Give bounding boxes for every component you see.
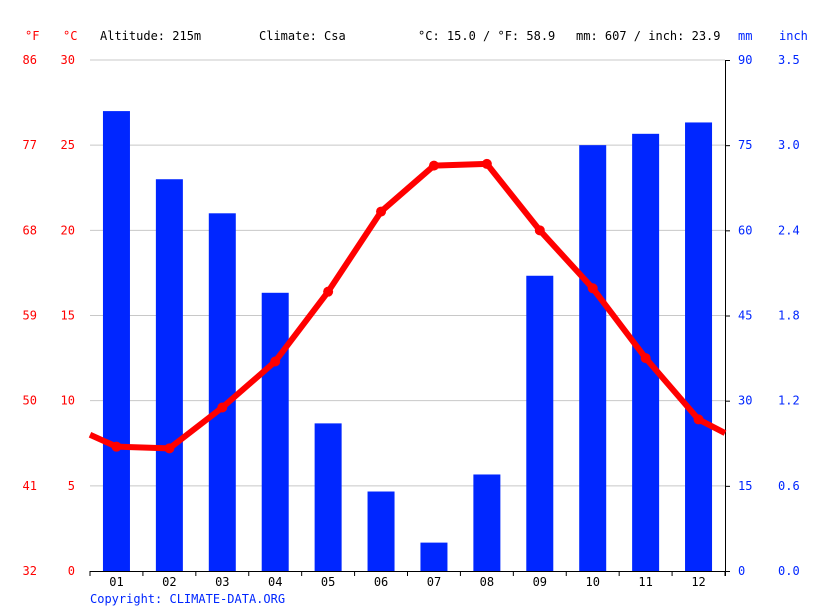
tick-labels: 32 0 0 0.0 41 5 15 0.6 50 10 30 1.2 59 15 45 1.8 68 20 60 2…	[23, 53, 800, 589]
temperature-point-09	[534, 225, 545, 236]
precipitation-bar-06	[367, 491, 395, 571]
temperature-point-02	[164, 443, 175, 454]
inch-tick-label: 0.6	[778, 479, 800, 493]
celsius-tick-label: 15	[61, 309, 75, 323]
month-tick-label-09: 09	[533, 575, 547, 589]
grid-lines	[90, 59, 725, 487]
month-tick-label-08: 08	[480, 575, 494, 589]
precipitation-bar-03	[208, 213, 236, 572]
mm-tick-label: 15	[738, 479, 752, 493]
temperature-point-06	[376, 206, 387, 217]
mm-tick-label: 45	[738, 309, 752, 323]
fahrenheit-tick-label: 50	[23, 394, 37, 408]
precipitation-bar-08	[473, 474, 501, 571]
month-tick-label-06: 06	[374, 575, 388, 589]
celsius-tick-label: 20	[61, 223, 75, 237]
fahrenheit-tick-label: 41	[23, 479, 37, 493]
inch-tick-label: 3.0	[778, 138, 800, 152]
temperature-point-03	[217, 402, 228, 413]
fahrenheit-tick-label: 86	[23, 53, 37, 67]
temperature-point-11	[640, 353, 651, 364]
precipitation-bar-01	[102, 111, 130, 571]
month-tick-label-05: 05	[321, 575, 335, 589]
inch-tick-label: 2.4	[778, 223, 800, 237]
celsius-tick-label: 10	[61, 394, 75, 408]
inch-tick-label: 3.5	[778, 53, 800, 67]
celsius-tick-label: 25	[61, 138, 75, 152]
fahrenheit-tick-label: 77	[23, 138, 37, 152]
fahrenheit-tick-label: 68	[23, 223, 37, 237]
precipitation-bars	[102, 111, 713, 572]
celsius-tick-label: 5	[68, 479, 75, 493]
temperature-point-10	[587, 283, 598, 294]
temperature-point-04	[270, 356, 281, 367]
precipitation-total-label: mm: 607 / inch: 23.9	[576, 29, 721, 43]
mm-tick-label: 30	[738, 394, 752, 408]
temperature-point-05	[323, 286, 334, 297]
month-tick-label-03: 03	[215, 575, 229, 589]
month-tick-label-04: 04	[268, 575, 282, 589]
mm-tick-label: 75	[738, 138, 752, 152]
temperature-average-label: °C: 15.0 / °F: 58.9	[418, 29, 555, 43]
precipitation-bar-02	[155, 179, 183, 571]
precipitation-bar-10	[579, 145, 607, 571]
precipitation-bar-12	[685, 122, 713, 571]
temperature-line-group	[88, 158, 727, 454]
celsius-tick-label: 0	[68, 564, 75, 578]
precipitation-bar-04	[261, 292, 289, 571]
precipitation-bar-05	[314, 423, 342, 571]
temperature-point-12	[693, 414, 704, 425]
fahrenheit-tick-label: 32	[23, 564, 37, 578]
inch-tick-label: 0.0	[778, 564, 800, 578]
precipitation-bar-11	[632, 133, 660, 572]
mm-tick-label: 0	[738, 564, 745, 578]
altitude-label: Altitude: 215m	[100, 29, 201, 43]
celsius-tick-label: 30	[61, 53, 75, 67]
temperature-line	[88, 160, 727, 452]
temperature-point-07	[428, 160, 439, 171]
fahrenheit-tick-label: 59	[23, 309, 37, 323]
precipitation-bar-09	[526, 275, 554, 571]
climate-label: Climate: Csa	[259, 29, 346, 43]
unit-fahrenheit-label: °F	[25, 29, 39, 43]
mm-tick-label: 60	[738, 223, 752, 237]
unit-celsius-label: °C	[63, 29, 77, 43]
month-tick-label-10: 10	[585, 575, 599, 589]
month-tick-label-12: 12	[691, 575, 705, 589]
temperature-point-01	[111, 441, 122, 452]
mm-tick-label: 90	[738, 53, 752, 67]
copyright-text: Copyright: CLIMATE-DATA.ORG	[90, 592, 286, 606]
precipitation-bar-07	[420, 542, 448, 571]
temperature-point-08	[481, 158, 492, 169]
unit-mm-label: mm	[738, 29, 752, 43]
axes	[89, 60, 730, 576]
month-tick-label-02: 02	[162, 575, 176, 589]
month-tick-label-01: 01	[109, 575, 123, 589]
month-tick-label-11: 11	[638, 575, 652, 589]
inch-tick-label: 1.8	[778, 309, 800, 323]
inch-tick-label: 1.2	[778, 394, 800, 408]
unit-inch-label: inch	[779, 29, 808, 43]
month-tick-label-07: 07	[427, 575, 441, 589]
